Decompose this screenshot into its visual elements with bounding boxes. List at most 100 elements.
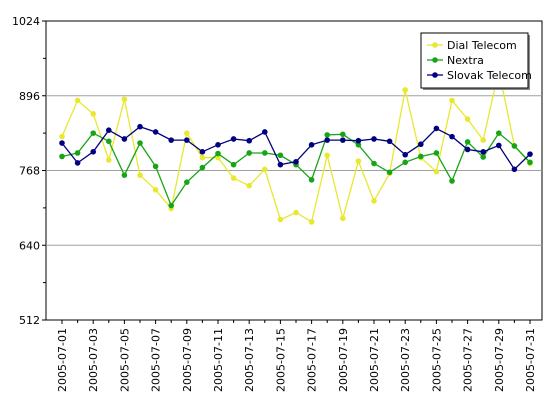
x-tick-label: 2005-07-11 <box>212 328 225 392</box>
data-point <box>480 137 487 143</box>
x-tick-label: 2005-07-29 <box>493 328 506 392</box>
x-tick-label: 2005-07-07 <box>150 328 163 392</box>
x-tick-label: 2005-07-17 <box>306 328 319 392</box>
x-tick-label: 2005-07-09 <box>181 328 194 392</box>
y-axis: 512 640 768 896 1024 <box>12 15 46 327</box>
data-point <box>215 142 221 148</box>
data-point <box>449 97 455 104</box>
data-point <box>184 130 190 136</box>
legend-swatch-marker <box>432 72 438 78</box>
data-point <box>90 130 96 136</box>
y-tick-label: 768 <box>19 165 40 178</box>
data-point <box>168 202 174 209</box>
data-point <box>121 136 128 142</box>
data-point <box>293 209 299 216</box>
data-point <box>199 149 206 155</box>
data-point <box>199 154 206 161</box>
data-point <box>449 133 455 140</box>
x-tick-label: 2005-07-13 <box>243 328 256 392</box>
y-tick-label: 896 <box>19 90 40 103</box>
grid-lines <box>46 95 542 246</box>
data-point <box>511 143 518 149</box>
data-point <box>511 166 518 173</box>
data-point <box>262 129 268 135</box>
data-point <box>184 179 190 185</box>
data-point <box>106 157 112 163</box>
data-point <box>371 160 377 167</box>
data-point <box>246 182 252 189</box>
x-tick-label: 2005-07-21 <box>368 328 381 392</box>
data-point <box>106 127 112 134</box>
data-point <box>433 150 440 156</box>
y-tick-label: 1024 <box>12 15 40 28</box>
data-point <box>433 168 440 175</box>
data-point <box>168 137 174 143</box>
data-point <box>402 151 409 158</box>
data-point <box>464 146 471 153</box>
data-point <box>449 178 455 184</box>
x-axis: 2005-07-01 2005-07-03 2005-07-05 2005-07-07… <box>56 320 537 392</box>
y-tick-label: 512 <box>19 314 40 327</box>
data-point <box>308 142 315 148</box>
y-tick-label: 640 <box>19 239 40 252</box>
data-point <box>152 186 159 193</box>
data-point <box>152 129 159 135</box>
data-point <box>340 131 346 138</box>
data-point <box>230 175 237 181</box>
data-point <box>215 154 221 161</box>
data-point <box>74 150 81 156</box>
data-point <box>230 136 237 142</box>
data-point <box>137 172 143 178</box>
data-point <box>340 137 346 143</box>
data-point <box>324 137 331 143</box>
data-point <box>137 123 143 130</box>
data-point <box>59 133 65 140</box>
data-point <box>199 164 206 171</box>
x-tick-label: 2005-07-05 <box>118 328 131 392</box>
data-point <box>496 130 502 136</box>
data-point <box>324 132 331 138</box>
data-point <box>418 153 424 160</box>
data-point <box>137 140 143 146</box>
x-tick-label: 2005-07-27 <box>462 328 475 392</box>
data-point <box>340 215 346 222</box>
legend: Dial Telecom Nextra Slovak Telecom <box>420 32 532 90</box>
data-point <box>355 137 362 144</box>
data-point <box>59 140 65 146</box>
data-point <box>433 125 440 132</box>
data-point <box>418 141 424 148</box>
data-point <box>215 150 221 157</box>
legend-label: Slovak Telecom <box>447 69 532 82</box>
data-point <box>106 138 112 145</box>
data-point <box>355 142 362 148</box>
data-point <box>246 150 252 156</box>
data-point <box>464 116 471 122</box>
data-point <box>246 137 252 144</box>
x-tick-label: 2005-07-15 <box>274 328 287 392</box>
data-point <box>277 216 284 223</box>
data-point <box>464 139 471 145</box>
data-point <box>308 219 315 225</box>
data-point <box>277 152 284 159</box>
data-point <box>293 158 299 165</box>
data-point <box>74 160 81 166</box>
data-point <box>480 154 487 160</box>
data-point <box>355 158 362 164</box>
data-point <box>152 163 159 170</box>
legend-swatch-marker <box>432 42 438 48</box>
data-point <box>121 96 128 103</box>
data-point <box>262 150 268 156</box>
data-point <box>90 149 96 155</box>
data-point <box>324 152 331 159</box>
data-point <box>527 159 533 166</box>
data-point <box>90 111 96 117</box>
data-point <box>371 198 377 204</box>
data-point <box>74 97 81 104</box>
data-point <box>386 138 393 145</box>
data-point <box>402 87 409 93</box>
data-point <box>386 169 393 176</box>
legend-swatch-marker <box>432 57 438 63</box>
legend-label: Nextra <box>447 54 484 67</box>
data-point <box>527 151 533 157</box>
x-tick-label: 2005-07-31 <box>524 328 537 392</box>
